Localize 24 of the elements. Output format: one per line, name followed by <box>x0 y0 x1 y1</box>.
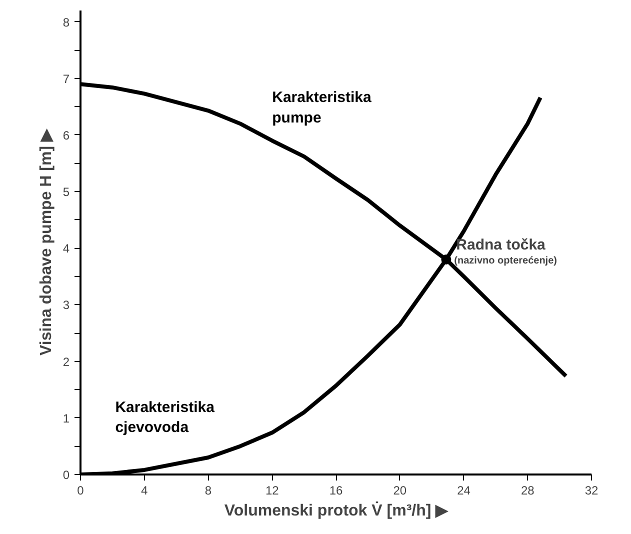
y-tick-label: 0 <box>62 468 70 482</box>
series-label: Karakteristika pumpe <box>272 89 372 127</box>
y-tick-label: 5 <box>62 185 70 200</box>
x-tick-label: 28 <box>520 484 535 498</box>
x-tick-label: 4 <box>141 484 148 498</box>
annotation: (nazivno opterećenje) <box>454 255 557 266</box>
x-tick-label: 16 <box>329 484 343 498</box>
y-axis-title: Visina dobave pumpe H [m] ▶ <box>38 128 55 356</box>
y-tick-label: 4 <box>62 242 70 256</box>
y-tick-label: 7 <box>62 72 70 86</box>
x-tick-label: 12 <box>265 484 280 498</box>
series-label: Karakteristika cjevovoda <box>115 398 216 436</box>
y-tick-label: 8 <box>62 15 70 30</box>
x-tick-label: 32 <box>584 484 598 498</box>
y-tick-label: 1 <box>62 411 70 426</box>
x-tick-label: 24 <box>457 484 471 498</box>
x-tick-label: 20 <box>393 484 407 498</box>
x-tick-label: 8 <box>204 484 212 498</box>
x-tick-label: 0 <box>77 484 84 498</box>
y-tick-label: 2 <box>62 354 70 369</box>
x-axis-title: Volumenski protok V̇ [m³/h] ▶ <box>224 501 449 520</box>
y-tick-label: 6 <box>62 128 70 142</box>
annotation: Radna točka <box>456 236 546 254</box>
y-tick-label: 3 <box>62 298 70 312</box>
